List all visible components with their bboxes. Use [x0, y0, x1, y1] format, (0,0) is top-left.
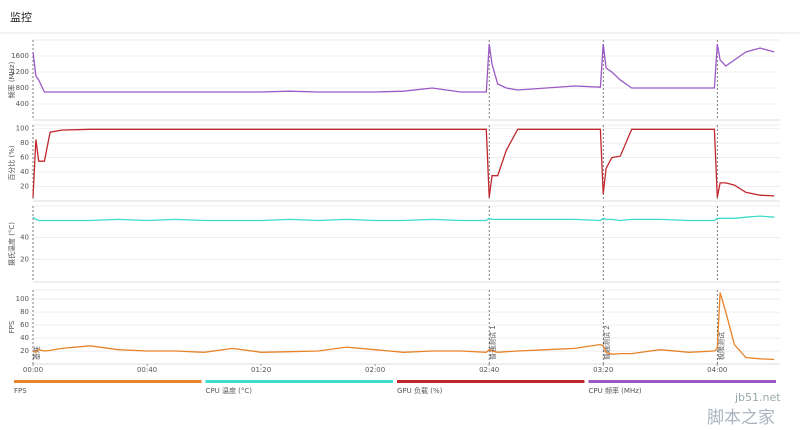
- y-tick-label: 20: [20, 347, 29, 355]
- y-tick-label: 80: [20, 308, 29, 316]
- page-title: 监控: [10, 10, 32, 24]
- legend-swatch: [14, 380, 202, 383]
- y-tick-label: 1600: [11, 52, 29, 60]
- x-tick-label: 03:20: [593, 366, 613, 374]
- y-tick-label: 60: [20, 321, 29, 329]
- series-line: [32, 43, 775, 93]
- legend-label: CPU 频率 (MHz): [589, 386, 642, 395]
- legend-swatch: [588, 380, 776, 383]
- y-tick-label: 40: [20, 168, 29, 176]
- legend-swatch: [205, 380, 393, 383]
- y-tick-label: 1200: [11, 68, 29, 76]
- series-line: [32, 215, 775, 222]
- series-line: [32, 292, 775, 361]
- x-tick-label: 00:40: [137, 366, 157, 374]
- y-tick-label: 100: [16, 295, 29, 303]
- legend-label: FPS: [14, 387, 27, 395]
- y-tick-label: 20: [20, 256, 29, 264]
- x-tick-label: 04:00: [707, 366, 727, 374]
- watermark-site: jb51.net: [734, 391, 781, 404]
- event-label: 极限测试: [716, 332, 725, 360]
- watermark-name: 脚本之家: [707, 408, 775, 428]
- legend-label: GPU 负载 (%): [397, 386, 443, 395]
- y-tick-label: 400: [16, 100, 29, 108]
- y-tick-label: 40: [20, 334, 29, 342]
- y-axis-label: 摄氏温度 (°C): [7, 222, 16, 266]
- event-label: 普通测试 1: [488, 325, 497, 360]
- legend-label: CPU 温度 (°C): [206, 386, 253, 395]
- y-tick-label: 80: [20, 139, 29, 147]
- series-line: [32, 128, 775, 198]
- event-label: 普通测试 2: [602, 325, 611, 360]
- x-tick-label: 00:00: [23, 366, 43, 374]
- x-tick-label: 02:00: [365, 366, 385, 374]
- y-tick-label: 100: [16, 125, 29, 133]
- y-axis-label: 频率 (MHz): [7, 61, 16, 98]
- y-tick-label: 40: [20, 233, 29, 241]
- legend-swatch: [397, 380, 585, 383]
- y-tick-label: 20: [20, 183, 29, 191]
- x-tick-label: 01:20: [251, 366, 271, 374]
- y-axis-label: FPS: [8, 320, 16, 333]
- event-label: 基准: [32, 346, 41, 360]
- y-tick-label: 800: [16, 84, 29, 92]
- y-tick-label: 60: [20, 154, 29, 162]
- y-axis-label: 百分比 (%): [7, 145, 16, 181]
- x-tick-label: 02:40: [479, 366, 499, 374]
